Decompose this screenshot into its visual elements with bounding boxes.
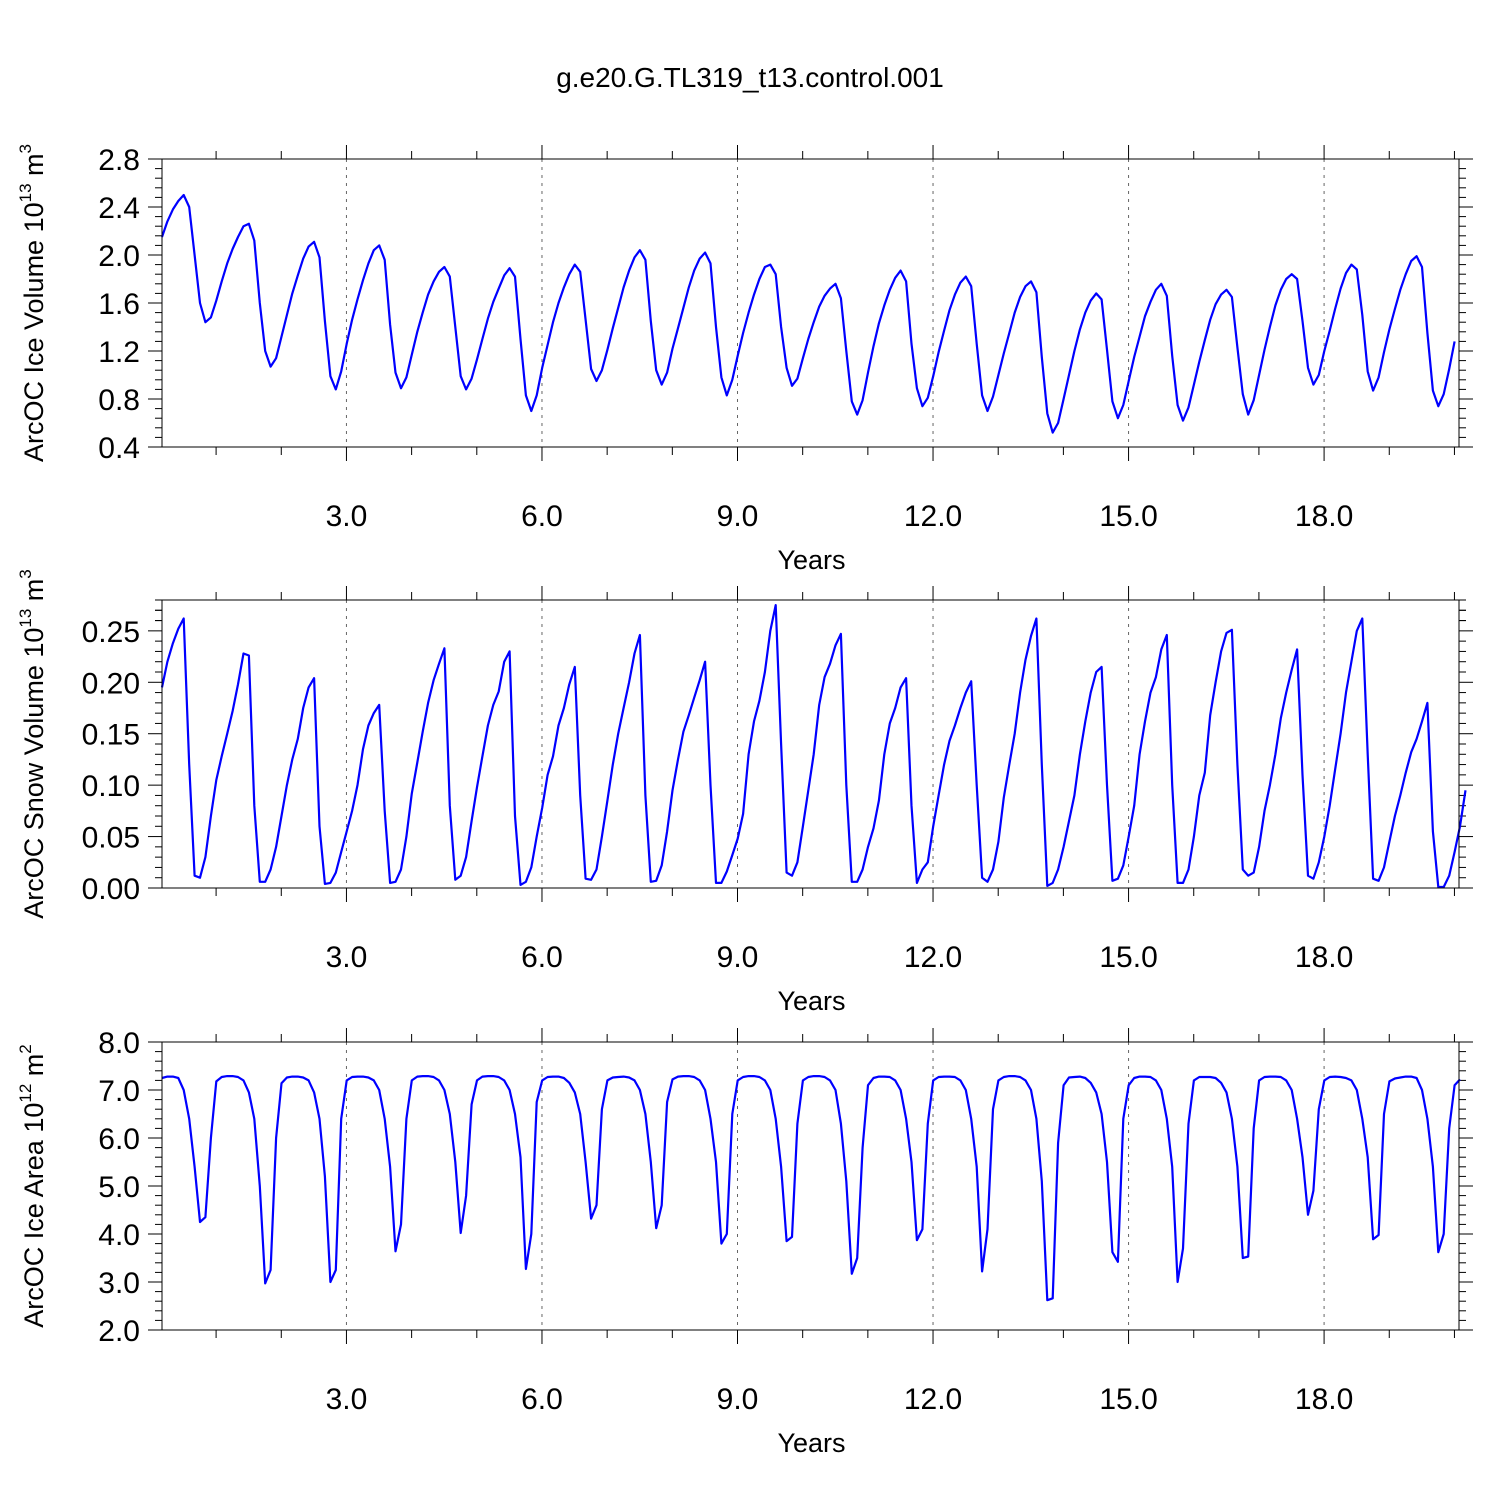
x-axis-label: Years <box>777 1428 845 1458</box>
x-tick-label: 9.0 <box>717 1383 759 1416</box>
y-tick-label: 1.2 <box>98 336 140 369</box>
x-tick-label: 18.0 <box>1295 1383 1353 1416</box>
y-tick-label: 2.4 <box>98 192 140 225</box>
y-tick-label: 7.0 <box>98 1075 140 1108</box>
y-tick-label: 4.0 <box>98 1219 140 1252</box>
y-axis-label: ArcOC Ice Volume 1013 m3 <box>16 144 49 462</box>
y-axis-label: ArcOC Ice Area 1012 m2 <box>16 1044 49 1328</box>
plot-frame <box>161 599 1460 889</box>
y-tick-label: 0.00 <box>82 873 140 906</box>
y-tick-label: 1.6 <box>98 288 140 321</box>
y-tick-label: 0.8 <box>98 384 140 417</box>
x-tick-label: 9.0 <box>717 500 759 533</box>
y-axis-label: ArcOC Snow Volume 1013 m3 <box>16 569 49 919</box>
x-tick-label: 3.0 <box>326 500 368 533</box>
y-tick-label: 0.15 <box>82 719 140 752</box>
x-tick-label: 6.0 <box>521 500 563 533</box>
x-tick-label: 3.0 <box>326 941 368 974</box>
x-tick-label: 15.0 <box>1099 500 1157 533</box>
panel-ice-area: 3.0 6.0 9.0 12.0 15.0 18.0 2.0 3.0 4.0 5.0 6.0 7.0 8… <box>16 1027 1473 1458</box>
y-tick-label: 0.20 <box>82 667 140 700</box>
x-tick-label: 15.0 <box>1099 941 1157 974</box>
x-axis-label: Years <box>777 545 845 575</box>
y-tick-label: 2.8 <box>98 144 140 177</box>
y-tick-label: 3.0 <box>98 1267 140 1300</box>
plot-frame <box>161 1041 1460 1331</box>
y-tick-label: 0.25 <box>82 616 140 649</box>
x-tick-label: 18.0 <box>1295 941 1353 974</box>
y-tick-label: 8.0 <box>98 1027 140 1060</box>
x-tick-label: 12.0 <box>904 500 962 533</box>
y-tick-label: 0.10 <box>82 770 140 803</box>
x-tick-label: 9.0 <box>717 941 759 974</box>
chart-title: g.e20.G.TL319_t13.control.001 <box>556 62 944 93</box>
y-tick-label: 0.05 <box>82 822 140 855</box>
x-tick-label: 6.0 <box>521 941 563 974</box>
series-line <box>160 193 1456 434</box>
x-tick-label: 15.0 <box>1099 1383 1157 1416</box>
x-axis-label: Years <box>777 986 845 1016</box>
y-tick-label: 2.0 <box>98 1315 140 1348</box>
y-tick-label: 5.0 <box>98 1171 140 1204</box>
x-tick-label: 3.0 <box>326 1383 368 1416</box>
y-tick-label: 0.4 <box>98 432 140 465</box>
series-line <box>161 1074 1461 1302</box>
x-tick-label: 18.0 <box>1295 500 1353 533</box>
x-tick-label: 12.0 <box>904 1383 962 1416</box>
x-tick-label: 6.0 <box>521 1383 563 1416</box>
series-line <box>160 603 1467 889</box>
y-tick-label: 2.0 <box>98 240 140 273</box>
plot-frame <box>161 158 1460 448</box>
y-tick-label: 6.0 <box>98 1123 140 1156</box>
x-tick-label: 12.0 <box>904 941 962 974</box>
panel-ice-volume: 3.0 6.0 9.0 12.0 15.0 18.0 0.4 0.8 1.2 1.6 2.0 2.4 2… <box>16 144 1473 575</box>
panel-snow-volume: 3.0 6.0 9.0 12.0 15.0 18.0 0.00 0.05 0.10 0.15 0.2… <box>16 569 1473 1016</box>
